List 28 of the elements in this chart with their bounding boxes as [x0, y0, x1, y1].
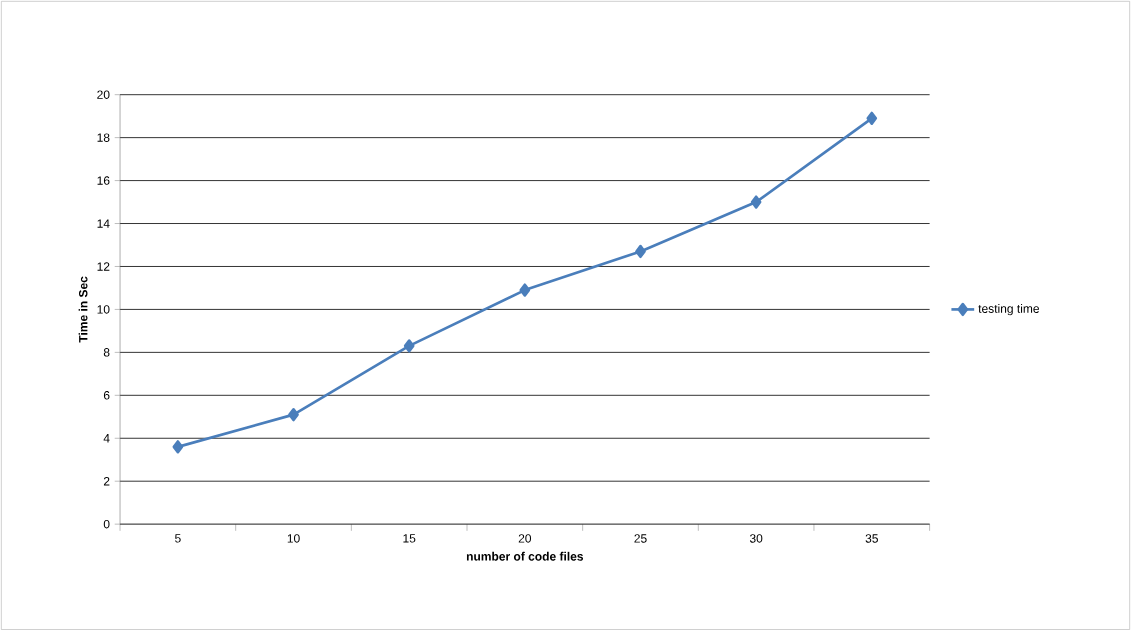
y-tick-label: 12	[97, 262, 110, 271]
x-tick-label: 30	[749, 534, 763, 543]
point	[172, 440, 184, 454]
y-tick-label: 20	[97, 90, 110, 100]
x-axis-title: number of code files	[466, 551, 584, 561]
y-tick-label: 18	[97, 133, 110, 142]
y-tick-label: 16	[97, 176, 110, 185]
y-tick-label: 2	[103, 477, 110, 486]
point	[750, 195, 762, 209]
point	[288, 408, 299, 422]
y-tick-label: 6	[103, 391, 110, 400]
y-tick-label: 4	[103, 434, 110, 443]
y-tick-label: 10	[97, 305, 110, 314]
legend-label: testing time	[978, 304, 1040, 316]
point	[866, 111, 878, 126]
x-tick-label: 35	[865, 534, 878, 543]
point	[403, 339, 415, 353]
point	[519, 283, 531, 297]
x-tick-label: 20	[518, 534, 532, 543]
y-tick-label: 14	[97, 219, 110, 228]
x-tick-label: 15	[403, 534, 416, 543]
x-tick-label: 25	[634, 534, 647, 543]
y-axis-title: Time in Sec	[78, 276, 88, 343]
x-tick-label: 5	[175, 534, 181, 543]
y-tick-label: 0	[103, 519, 110, 529]
x-tick-label: 10	[287, 534, 300, 543]
y-tick-label: 8	[103, 348, 110, 357]
point	[635, 244, 646, 259]
